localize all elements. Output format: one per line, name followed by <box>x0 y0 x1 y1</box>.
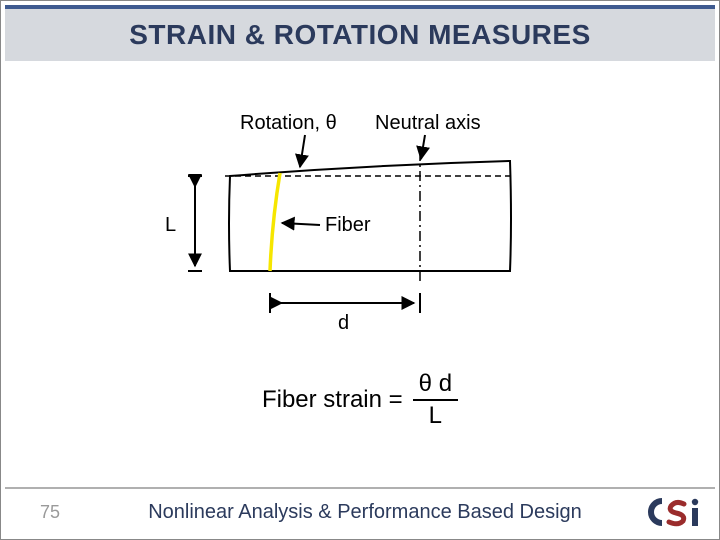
neutral-axis-arrow <box>421 135 425 159</box>
formula: Fiber strain = θ d L <box>1 371 719 430</box>
fiber-arrow <box>282 223 320 225</box>
page-number: 75 <box>5 502 95 523</box>
rotation-label: Rotation, θ <box>240 112 337 134</box>
formula-lhs: Fiber strain = <box>262 386 403 414</box>
slide: STRAIN & ROTATION MEASURES Rotation, θ <box>0 0 720 540</box>
footer-title: Nonlinear Analysis & Performance Based D… <box>95 501 635 524</box>
d-label: d <box>338 312 349 334</box>
fiber-label: Fiber <box>325 214 371 236</box>
logo-i-stem <box>692 508 698 526</box>
formula-fraction: θ d L <box>413 371 458 430</box>
logo-s <box>669 502 684 523</box>
neutral-axis-label: Neutral axis <box>375 112 481 134</box>
csi-logo-svg <box>644 495 706 529</box>
strain-diagram-svg: Rotation, θ Neutral axis Fiber L d <box>110 81 610 361</box>
rotation-arrow <box>300 135 305 167</box>
formula-denominator: L <box>423 401 448 429</box>
l-label: L <box>165 214 176 236</box>
fiber-line <box>270 173 280 271</box>
diagram: Rotation, θ Neutral axis Fiber L d <box>1 81 719 381</box>
slide-title: STRAIN & ROTATION MEASURES <box>129 19 591 51</box>
formula-numerator: θ d <box>413 371 458 401</box>
footer: 75 Nonlinear Analysis & Performance Base… <box>5 487 715 535</box>
title-bar: STRAIN & ROTATION MEASURES <box>5 5 715 61</box>
logo-c <box>651 501 662 523</box>
logo-i-dot <box>692 499 698 505</box>
logo <box>635 495 715 529</box>
